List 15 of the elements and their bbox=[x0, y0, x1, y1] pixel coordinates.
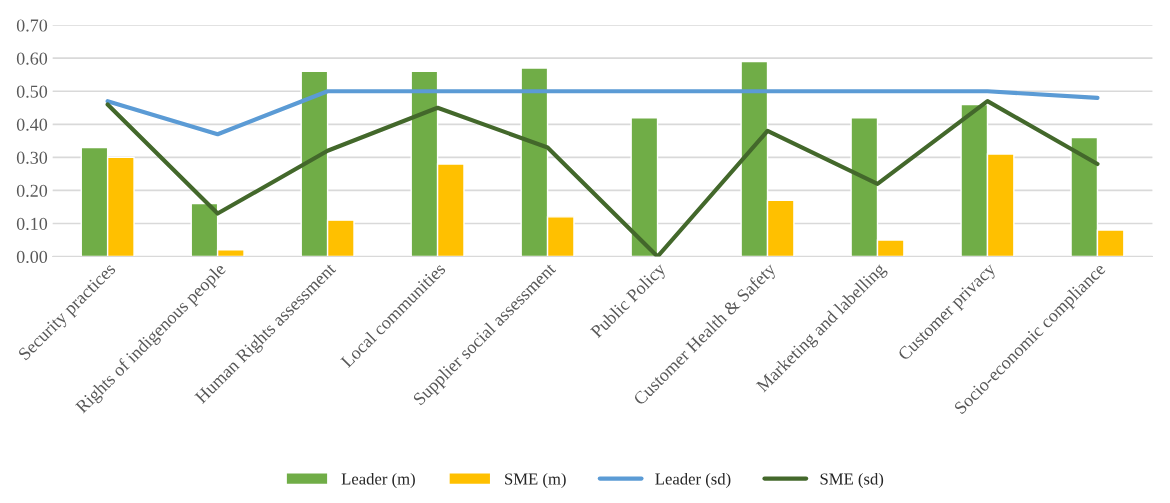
y-tick-label: 0.10 bbox=[16, 217, 48, 230]
legend-label: SME (sd) bbox=[820, 472, 884, 488]
y-tick-label: 0.20 bbox=[16, 184, 48, 197]
y-tick-label: 0.60 bbox=[16, 52, 48, 65]
legend-label: Leader (m) bbox=[341, 472, 415, 488]
line-series bbox=[105, 89, 1100, 137]
y-tick-label: 0.70 bbox=[16, 19, 48, 32]
y-tick-label: 0.00 bbox=[16, 250, 48, 264]
y-tick-label: 0.50 bbox=[16, 85, 48, 98]
y-tick-label: 0.30 bbox=[16, 151, 48, 164]
legend-label: Leader (sd) bbox=[655, 472, 731, 488]
legend-label: SME (m) bbox=[505, 472, 566, 488]
bar bbox=[630, 117, 659, 257]
y-tick-label: 0.40 bbox=[16, 118, 48, 131]
line-series bbox=[105, 99, 1100, 257]
